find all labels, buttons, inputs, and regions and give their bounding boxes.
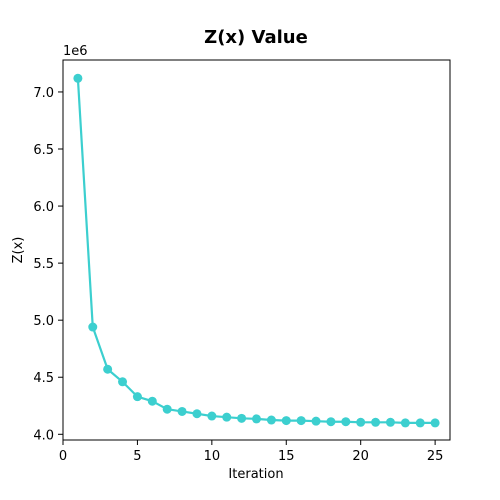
data-point (103, 364, 113, 374)
data-point (252, 414, 261, 424)
data-point (73, 73, 83, 83)
data-point (147, 396, 157, 406)
data-point (415, 418, 425, 428)
y-tick-label: 5.0 (33, 314, 54, 329)
y-tick-label: 6.5 (33, 143, 54, 158)
series-line (76, 78, 436, 424)
plot-area: 0 5 10 15 20 25 4.0 4.5 5.0 5.5 6.0 6.5 7.0 (33, 59, 451, 464)
data-point (281, 416, 291, 426)
x-tick-label: 25 (427, 449, 444, 464)
x-tick-label: 10 (204, 449, 221, 464)
data-point (356, 417, 366, 427)
y-tick-label: 6.0 (33, 200, 54, 215)
data-point (400, 418, 410, 428)
chart-title: Z(x) Value (204, 27, 308, 48)
data-point (266, 415, 276, 425)
data-point (162, 404, 172, 414)
data-point (88, 322, 98, 332)
x-tick-label: 0 (59, 449, 67, 464)
data-point (385, 417, 395, 427)
x-tick-label: 5 (133, 449, 141, 464)
data-point (326, 417, 336, 427)
y-tick-label: 7.0 (33, 86, 54, 101)
y-offset-label: 1e6 (63, 44, 88, 59)
data-point (118, 377, 128, 387)
data-point (132, 392, 142, 402)
data-point (371, 417, 381, 427)
y-tick-label: 4.5 (33, 371, 54, 386)
data-point (177, 406, 187, 416)
data-point (296, 416, 306, 426)
data-point (207, 411, 217, 421)
data-point (311, 416, 321, 426)
data-point (237, 413, 247, 423)
data-point (341, 417, 351, 427)
y-tick-label: 5.5 (33, 257, 54, 272)
data-point (192, 409, 202, 419)
y-tick-label: 4.0 (33, 428, 54, 443)
y-axis-label: Z(x) (11, 237, 26, 264)
plot-frame (62, 59, 451, 441)
x-tick-label: 15 (278, 449, 295, 464)
x-tick-label: 20 (352, 449, 369, 464)
data-point (222, 412, 232, 422)
data-point (430, 418, 440, 428)
x-axis-label: Iteration (228, 467, 283, 482)
